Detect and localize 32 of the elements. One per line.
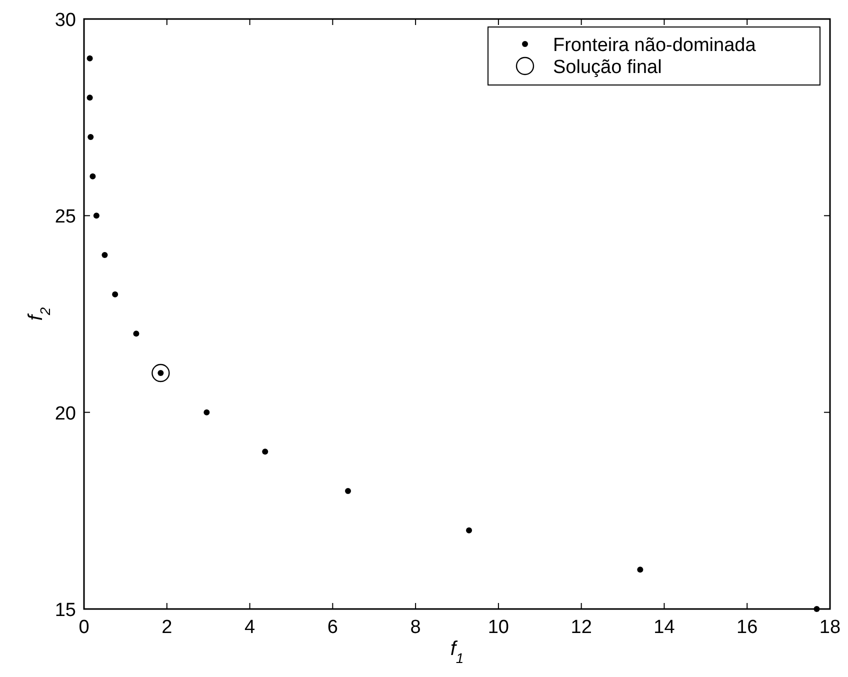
point — [102, 252, 108, 258]
point — [86, 55, 93, 62]
point — [262, 448, 268, 455]
y-tick-label: 20 — [54, 403, 76, 424]
y-tick-label: 15 — [54, 600, 76, 621]
x-tick-label: 8 — [410, 617, 421, 638]
point — [204, 409, 210, 416]
point — [814, 606, 820, 612]
point — [88, 134, 94, 140]
x-tick-label: 16 — [736, 617, 758, 638]
point — [637, 566, 644, 573]
point — [93, 212, 100, 219]
legend-label: Solução final — [553, 57, 662, 78]
legend-label: Fronteira não-dominada — [553, 35, 756, 56]
point — [152, 364, 170, 382]
x-tick-label: 6 — [327, 617, 338, 638]
point — [86, 94, 93, 101]
x-tick-label: 4 — [244, 617, 256, 638]
x-tick-label: 14 — [654, 617, 676, 638]
x-tick-label: 10 — [488, 617, 510, 638]
x-tick-label: 18 — [819, 617, 841, 638]
x-tick-label: 0 — [78, 617, 90, 638]
y-tick-label: 30 — [54, 10, 76, 31]
point — [90, 173, 96, 180]
x-tick-label: 12 — [570, 617, 592, 638]
point — [345, 488, 351, 494]
x-tick-label: 2 — [162, 617, 172, 638]
y-tick-label: 25 — [54, 206, 76, 228]
x-axis-title: f$_{1}$ — [450, 638, 464, 666]
point — [112, 291, 118, 298]
point — [466, 527, 472, 534]
point — [133, 330, 140, 337]
